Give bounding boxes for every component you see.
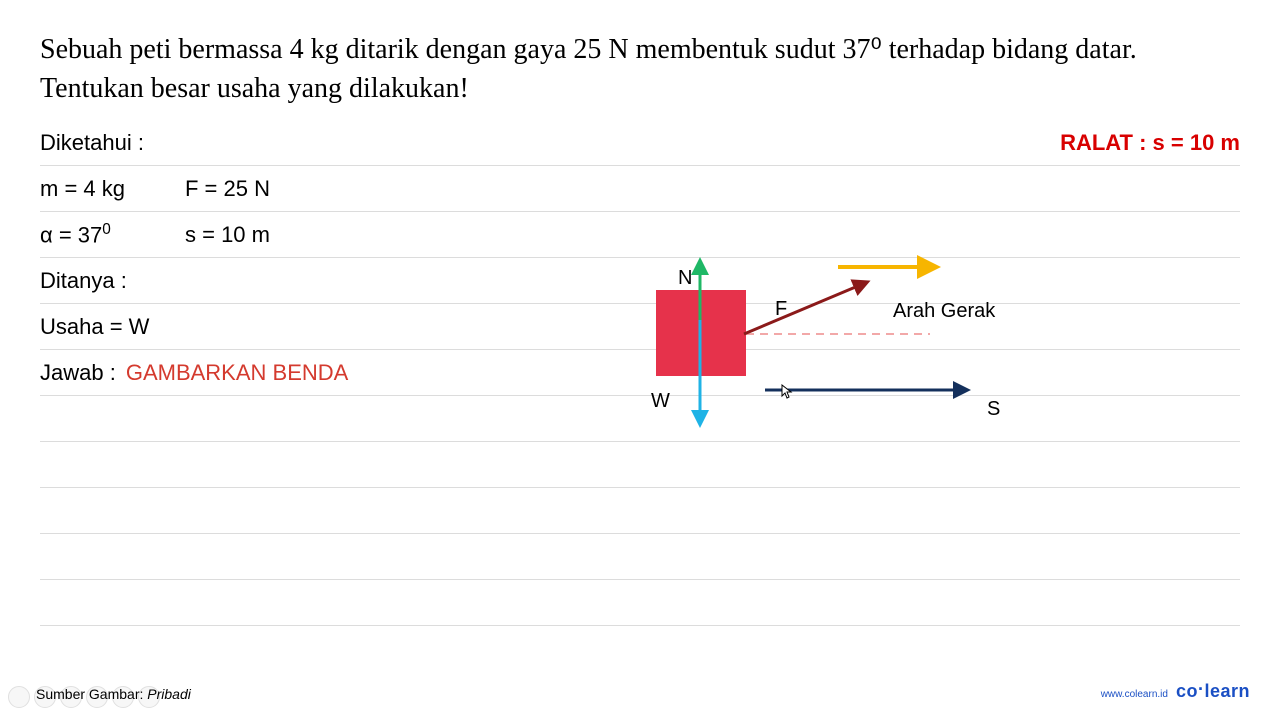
brand-wrap: www.colearn.id co·learn <box>1101 681 1250 702</box>
image-source: Sumber Gambar: Pribadi <box>36 686 191 702</box>
w-label: W <box>651 390 670 413</box>
f-arrow <box>744 283 865 334</box>
given-alpha: α = 370 <box>40 221 185 248</box>
row-given-1: m = 4 kg F = 25 N <box>40 166 1240 212</box>
brand-dot: · <box>1198 679 1205 699</box>
nav-circle-1[interactable] <box>8 686 30 708</box>
brand-url: www.colearn.id <box>1101 689 1168 700</box>
question-text: Sebuah peti bermassa 4 kg ditarik dengan… <box>40 30 1240 108</box>
ralat-text: RALAT : s = 10 m <box>1060 130 1240 156</box>
s-label: S <box>987 398 1000 421</box>
given-F: F = 25 N <box>185 176 385 202</box>
diagram-svg <box>640 250 1040 450</box>
label-diketahui: Diketahui : <box>40 130 144 156</box>
brand-pre: co <box>1176 681 1198 701</box>
given-m: m = 4 kg <box>40 176 185 202</box>
sumber-value: Pribadi <box>147 686 191 702</box>
sumber-label: Sumber Gambar: <box>36 686 147 702</box>
alpha-prefix: α = 37 <box>40 223 102 248</box>
label-jawab: Jawab : <box>40 360 116 386</box>
brand-post: learn <box>1204 681 1250 701</box>
brand-logo: co·learn <box>1176 681 1250 702</box>
footer: Sumber Gambar: Pribadi www.colearn.id co… <box>36 681 1250 702</box>
empty-row-4 <box>40 534 1240 580</box>
alpha-sup: 0 <box>102 221 111 238</box>
force-diagram: N W F Arah Gerak S <box>640 250 1040 450</box>
jawab-action: GAMBARKAN BENDA <box>126 360 349 386</box>
label-usaha: Usaha = W <box>40 314 149 340</box>
given-s: s = 10 m <box>185 222 385 248</box>
cursor-icon <box>780 384 796 400</box>
arah-label: Arah Gerak <box>893 300 995 323</box>
n-label: N <box>678 267 692 290</box>
f-label: F <box>775 298 787 321</box>
empty-row-5 <box>40 580 1240 626</box>
empty-row-3 <box>40 488 1240 534</box>
row-diketahui: Diketahui : RALAT : s = 10 m <box>40 120 1240 166</box>
label-ditanya: Ditanya : <box>40 268 127 294</box>
